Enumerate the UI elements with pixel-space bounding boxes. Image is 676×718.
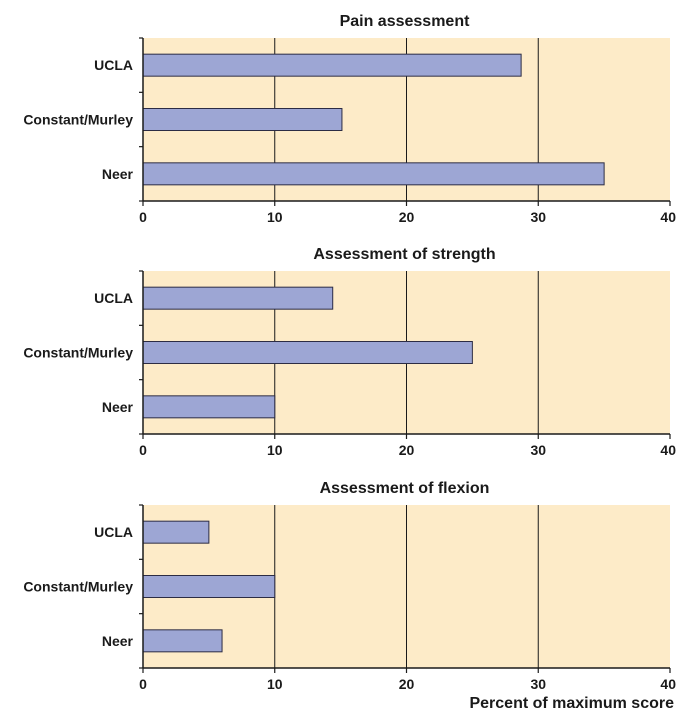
x-tick-label: 20 [399,442,415,458]
bar-neer [142,395,276,419]
x-tick-label: 20 [399,209,415,225]
x-tick-label: 20 [399,676,415,692]
bar-constant-murley [142,575,276,598]
x-tick-label: 30 [530,442,546,458]
bar-ucla [142,53,522,77]
category-label: Neer [102,399,134,415]
x-tick-label: 10 [267,209,283,225]
x-tick-label: 0 [139,676,147,692]
x-axis-label: Percent of maximum score [469,695,674,712]
category-label: UCLA [94,57,133,73]
bar-ucla [142,520,210,544]
chart-title: Assessment of strength [313,246,495,263]
x-tick-label: 40 [660,442,676,458]
x-tick-label: 10 [267,676,283,692]
category-label: UCLA [94,524,133,540]
chart-panel-1: Pain assessment UCLA Constant/Murley Neer 0 1… [23,13,676,225]
chart-panel-2: Assessment of strength UCLA Constant/Murle… [23,246,676,458]
x-tick-label: 0 [139,442,147,458]
bar-ucla [142,286,334,310]
category-label: Neer [102,633,134,649]
category-label: Constant/Murley [23,579,133,595]
chart-panel-3: Assessment of flexion UCLA Constant/Murley… [23,480,676,712]
category-label: UCLA [94,290,133,306]
category-label: Neer [102,166,134,182]
category-label: Constant/Murley [23,112,133,128]
bar-constant-murley [142,341,473,364]
bar-neer [142,162,605,186]
x-tick-label: 10 [267,442,283,458]
bar-constant-murley [142,108,343,131]
bar-neer [142,629,223,653]
x-tick-label: 30 [530,676,546,692]
x-tick-label: 40 [660,209,676,225]
x-tick-label: 30 [530,209,546,225]
category-label: Constant/Murley [23,345,133,361]
x-tick-label: 40 [660,676,676,692]
chart-title: Pain assessment [340,13,471,30]
x-tick-label: 0 [139,209,147,225]
chart-title: Assessment of flexion [320,480,490,497]
